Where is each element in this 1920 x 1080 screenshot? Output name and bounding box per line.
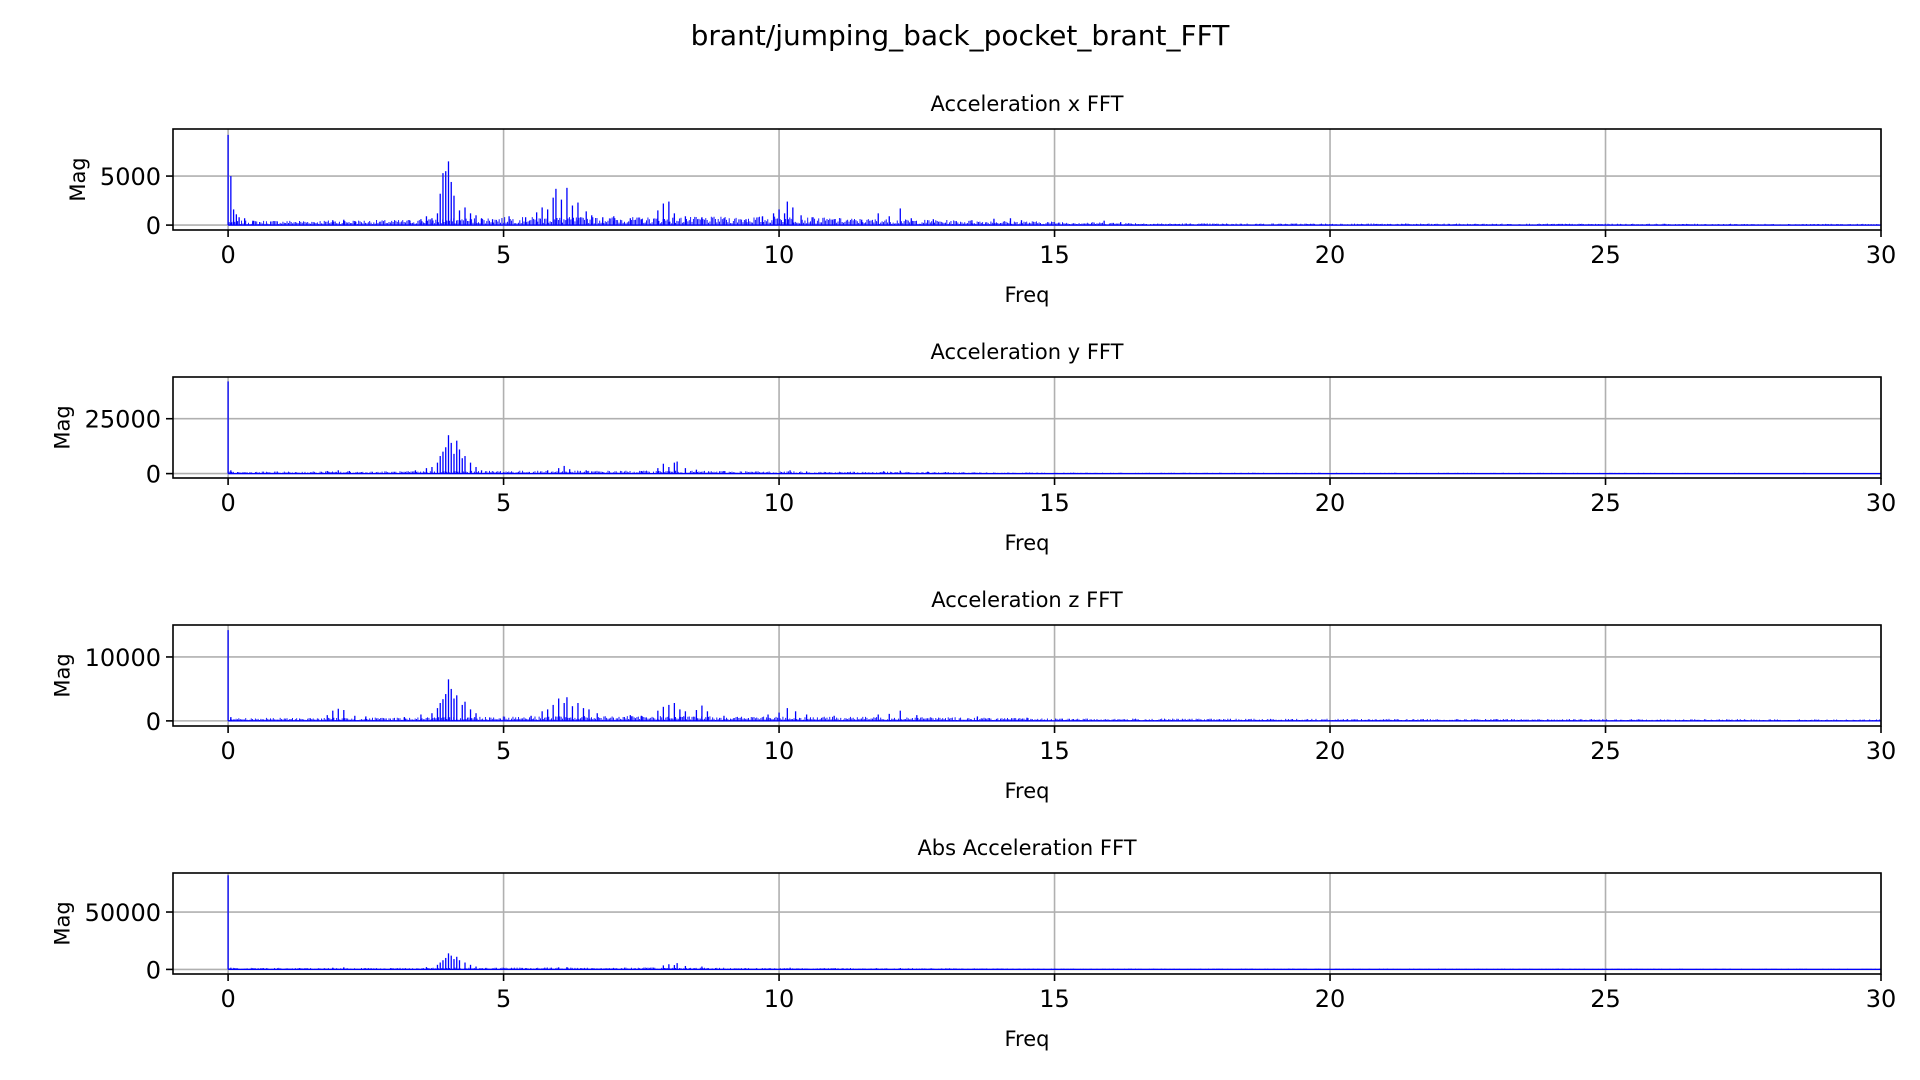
y-tick-label: 0 (146, 956, 161, 984)
axes-frame (172, 624, 1882, 727)
x-tick-label: 25 (1590, 489, 1621, 517)
x-tick-label: 5 (496, 985, 511, 1013)
y-axis-label: Mag (51, 653, 75, 697)
x-tick-label: 10 (764, 489, 795, 517)
y-axis-label: Mag (51, 405, 75, 449)
x-axis-label: Freq (1005, 779, 1050, 803)
x-tick-label: 30 (1866, 489, 1897, 517)
x-tick-label: 10 (764, 737, 795, 765)
subplot-title: Acceleration y FFT (931, 340, 1124, 364)
axes-frame (172, 376, 1882, 479)
axes-frame (172, 872, 1882, 975)
x-tick-label: 15 (1039, 489, 1070, 517)
y-tick-label: 25000 (85, 406, 161, 434)
bars (227, 630, 1881, 722)
x-tick-label: 5 (496, 241, 511, 269)
bars (227, 134, 1881, 226)
x-tick-label: 0 (220, 489, 235, 517)
y-tick-label: 50000 (85, 899, 161, 927)
y-tick-label: 5000 (100, 163, 161, 191)
x-tick-label: 30 (1866, 241, 1897, 269)
subplot-title: Acceleration z FFT (931, 588, 1123, 612)
y-axis-label: Mag (51, 901, 75, 945)
x-tick-label: 25 (1590, 737, 1621, 765)
figure-title: brant/jumping_back_pocket_brant_FFT (691, 19, 1231, 52)
y-tick-label: 10000 (85, 644, 161, 672)
subplot-4: Abs Acceleration FFT 0 5 10 15 20 25 30 0 50000 Fr… (51, 836, 1897, 1051)
x-tick-label: 25 (1590, 241, 1621, 269)
x-tick-label: 0 (220, 985, 235, 1013)
x-tick-label: 15 (1039, 737, 1070, 765)
x-tick-label: 20 (1315, 985, 1346, 1013)
x-tick-label: 5 (496, 489, 511, 517)
subplot-title: Abs Acceleration FFT (917, 836, 1136, 860)
x-tick-label: 20 (1315, 737, 1346, 765)
axes-frame (172, 128, 1882, 231)
x-tick-label: 10 (764, 241, 795, 269)
x-tick-label: 30 (1866, 985, 1897, 1013)
x-axis-label: Freq (1005, 531, 1050, 555)
y-axis-label: Mag (66, 157, 90, 201)
x-tick-label: 20 (1315, 241, 1346, 269)
subplot-1: Acceleration x FFT 0 5 10 15 20 25 30 0 5000 Freq M… (66, 92, 1896, 307)
y-tick-label: 0 (146, 461, 161, 489)
y-tick-label: 0 (146, 212, 161, 240)
x-tick-label: 30 (1866, 737, 1897, 765)
x-tick-label: 0 (220, 737, 235, 765)
bars (227, 875, 1881, 971)
x-tick-label: 0 (220, 241, 235, 269)
x-axis-label: Freq (1005, 283, 1050, 307)
subplot-title: Acceleration x FFT (931, 92, 1124, 116)
x-tick-label: 15 (1039, 985, 1070, 1013)
bars (227, 381, 1881, 475)
subplot-3: Acceleration z FFT 0 5 10 15 20 25 30 0 10000 Freq… (51, 588, 1897, 803)
x-tick-label: 25 (1590, 985, 1621, 1013)
x-tick-label: 15 (1039, 241, 1070, 269)
x-tick-label: 5 (496, 737, 511, 765)
x-tick-label: 10 (764, 985, 795, 1013)
x-axis-label: Freq (1005, 1027, 1050, 1051)
y-tick-label: 0 (146, 708, 161, 736)
x-tick-label: 20 (1315, 489, 1346, 517)
subplot-2: Acceleration y FFT 0 5 10 15 20 25 30 0 25000 Freq… (51, 340, 1897, 555)
